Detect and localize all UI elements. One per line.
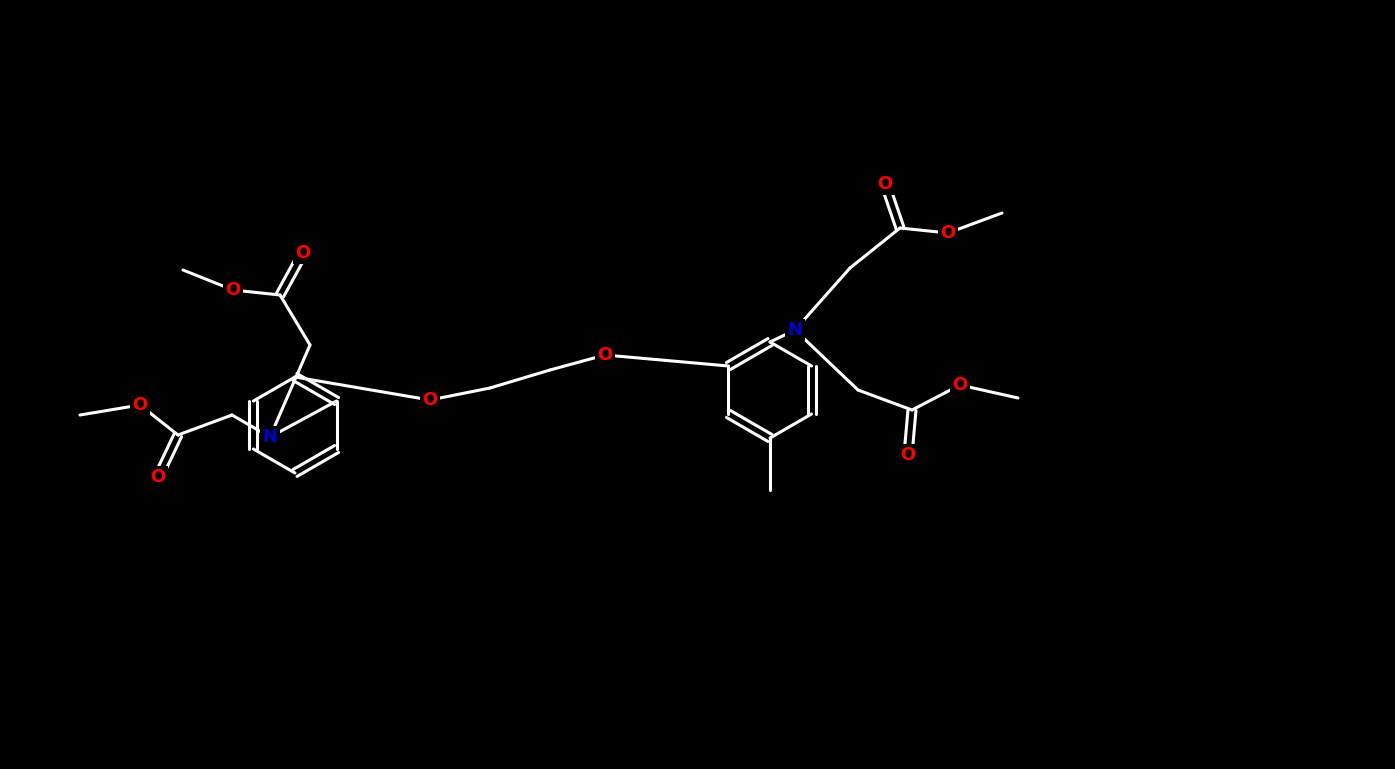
Text: N: N <box>788 321 802 339</box>
Text: O: O <box>877 175 893 193</box>
Text: O: O <box>940 224 956 242</box>
Text: O: O <box>953 376 968 394</box>
Text: O: O <box>900 446 915 464</box>
Text: O: O <box>296 244 311 262</box>
Text: O: O <box>597 346 612 364</box>
Text: O: O <box>133 396 148 414</box>
Text: O: O <box>226 281 240 299</box>
Text: O: O <box>151 468 166 486</box>
Text: N: N <box>262 428 278 446</box>
Text: O: O <box>423 391 438 409</box>
